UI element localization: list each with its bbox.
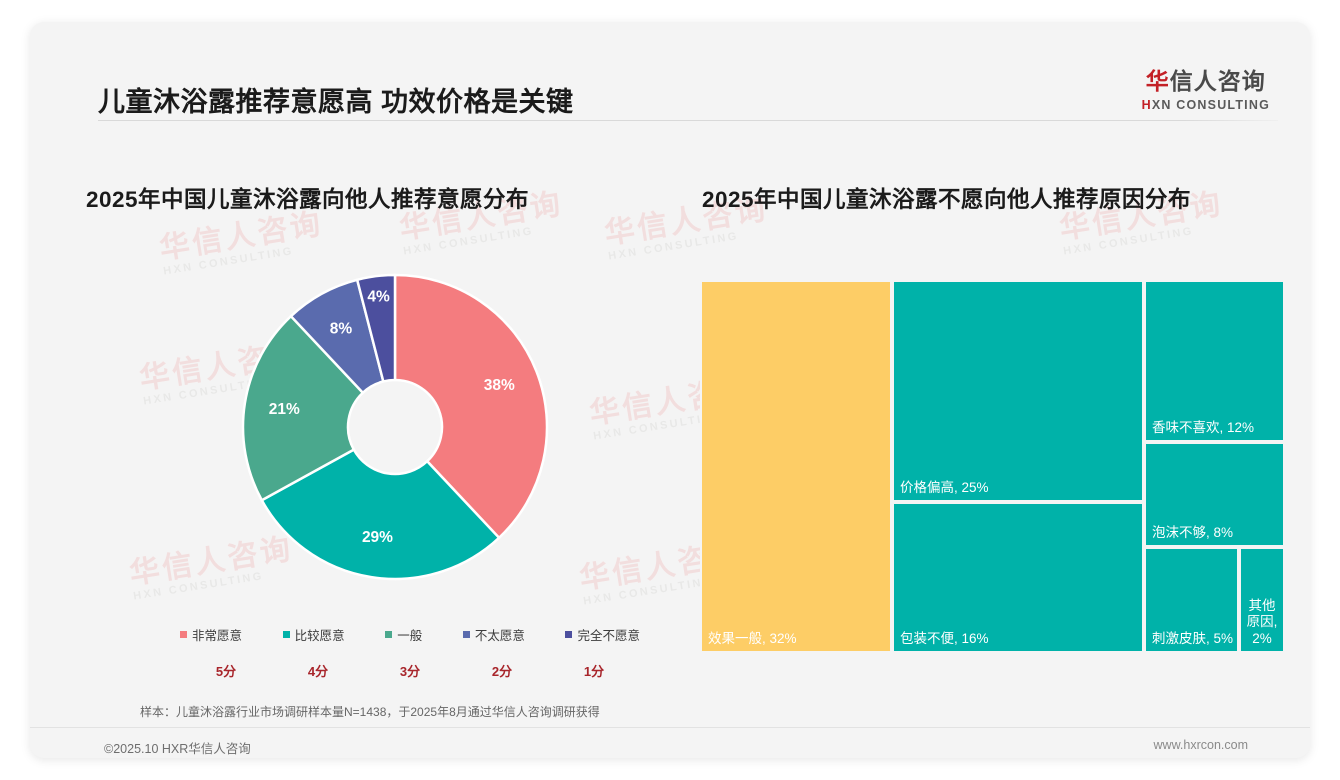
treemap-chart: 效果一般, 32% 价格偏高, 25% 包装不便, 16% 香味不喜欢, 12% 泡沫不…: [700, 280, 1285, 653]
treemap-tile-label: 香味不喜欢, 12%: [1152, 419, 1255, 435]
donut-chart-svg: 38% 29% 21% 8% 4%: [241, 273, 549, 581]
header-divider: [98, 120, 1278, 121]
legend-item-完全不愿意[interactable]: 完全不愿意: [565, 625, 640, 644]
legend-item-一般[interactable]: 一般: [385, 625, 422, 644]
treemap-tile-label: 其他 原因, 2%: [1246, 597, 1278, 646]
header: 儿童沐浴露推荐意愿高 功效价格是关键 华信人咨询 HXN CONSULTING: [30, 22, 1310, 122]
right-chart-title: 2025年中国儿童沐浴露不愿向他人推荐原因分布: [702, 187, 1192, 212]
logo-chinese-text: 华信人咨询: [1142, 62, 1270, 96]
treemap-tile-效果一般[interactable]: 效果一般, 32%: [700, 280, 892, 653]
footer-website: www.hxrcon.com: [1153, 738, 1248, 752]
legend-label: 不太愿意: [474, 628, 525, 643]
treemap-tile-香味不喜欢[interactable]: 香味不喜欢, 12%: [1144, 280, 1285, 442]
treemap-tile-label: 效果一般, 32%: [708, 630, 797, 646]
legend-item-不太愿意[interactable]: 不太愿意: [462, 625, 525, 644]
legend-swatch-icon: [462, 630, 470, 638]
watermark-line2: HXN CONSULTING: [607, 230, 740, 263]
donut-slice-label: 38%: [484, 377, 515, 394]
page-title: 儿童沐浴露推荐意愿高 功效价格是关键: [98, 87, 574, 117]
legend-swatch-icon: [385, 630, 393, 638]
legend-swatch-icon: [565, 630, 573, 638]
legend-label: 比较愿意: [294, 628, 345, 643]
logo-english-rest: XN CONSULTING: [1151, 98, 1270, 112]
logo-chinese-red-char: 华: [1145, 68, 1170, 94]
treemap-tile-价格偏高[interactable]: 价格偏高, 25%: [892, 280, 1144, 502]
treemap-tile-其他原因[interactable]: 其他 原因, 2%: [1239, 547, 1285, 653]
treemap-tile-刺激皮肤[interactable]: 刺激皮肤, 5%: [1144, 547, 1239, 653]
watermark: 华信人咨询 HXN CONSULTING: [157, 207, 328, 277]
score-label-3分: 3分: [399, 663, 421, 679]
legend-label: 非常愿意: [192, 628, 243, 643]
source-note: 样本：儿童沐浴露行业市场调研样本量N=1438，于2025年8月通过华信人咨询调…: [140, 705, 600, 719]
logo-english-text: HXN CONSULTING: [1142, 98, 1270, 112]
slide-canvas: 华信人咨询 HXN CONSULTING 华信人咨询 HXN CONSULTIN…: [30, 22, 1310, 758]
treemap-tile-label: 价格偏高, 25%: [900, 479, 989, 495]
donut-slice-非常愿意[interactable]: [393, 273, 549, 540]
score-label-2分: 2分: [491, 663, 513, 679]
brand-logo: 华信人咨询 HXN CONSULTING: [1142, 62, 1270, 112]
score-label-5分: 5分: [215, 663, 237, 679]
donut-slice-比较愿意[interactable]: [260, 447, 501, 581]
legend-label: 一般: [397, 628, 423, 643]
donut-slice-label: 29%: [362, 529, 393, 546]
donut-slice-label: 8%: [330, 320, 353, 337]
logo-chinese-rest: 信人咨询: [1169, 68, 1266, 94]
donut-slice-label: 21%: [269, 401, 300, 418]
watermark-line2: HXN CONSULTING: [402, 225, 535, 258]
watermark-line2: HXN CONSULTING: [1062, 225, 1195, 258]
donut-slice-label: 4%: [367, 289, 390, 306]
treemap-tile-label: 刺激皮肤, 5%: [1152, 630, 1234, 646]
treemap-tile-包装不便[interactable]: 包装不便, 16%: [892, 502, 1144, 653]
donut-legend: 非常愿意 比较愿意 一般 不太愿意 完全不愿意: [180, 625, 640, 643]
footer-divider: [30, 727, 1310, 728]
legend-label: 完全不愿意: [577, 628, 640, 643]
legend-item-非常愿意[interactable]: 非常愿意: [180, 625, 242, 644]
logo-english-h: H: [1141, 98, 1152, 112]
treemap-tile-label: 泡沫不够, 8%: [1152, 524, 1234, 540]
legend-item-比较愿意[interactable]: 比较愿意: [282, 625, 345, 644]
treemap-tile-label: 包装不便, 16%: [900, 630, 989, 646]
treemap-tile-泡沫不够[interactable]: 泡沫不够, 8%: [1144, 442, 1285, 547]
score-scale-row: 5分 4分 3分 2分 1分: [180, 660, 640, 680]
left-chart-title: 2025年中国儿童沐浴露向他人推荐意愿分布: [86, 187, 530, 212]
score-label-1分: 1分: [583, 663, 605, 679]
watermark-line1: 华信人咨询: [157, 207, 326, 266]
legend-swatch-icon: [282, 630, 290, 638]
donut-slice-完全不愿意[interactable]: [355, 273, 397, 383]
donut-chart: 38% 29% 21% 8% 4%: [240, 272, 550, 582]
score-label-4分: 4分: [307, 663, 329, 679]
legend-swatch-icon: [180, 630, 187, 638]
footer-copyright: ©2025.10 HXR华信人咨询: [104, 742, 251, 756]
